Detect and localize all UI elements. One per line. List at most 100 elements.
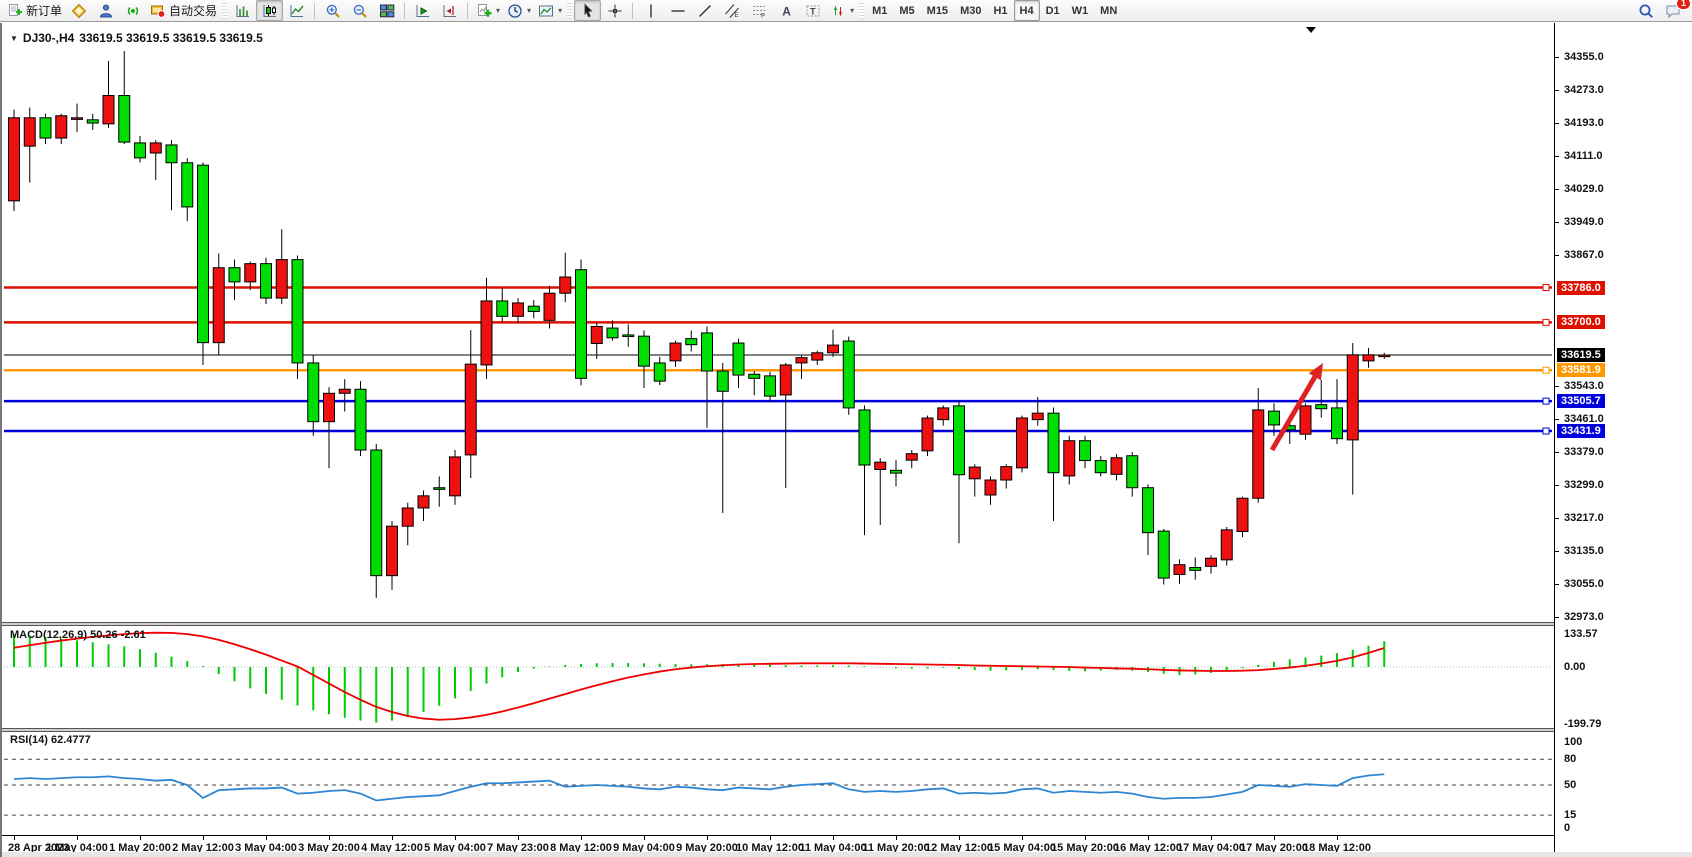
rsi-chart[interactable] bbox=[4, 732, 1554, 835]
timeframe-m30-button[interactable]: M30 bbox=[960, 4, 982, 17]
fibonacci-button[interactable]: F bbox=[745, 0, 772, 21]
macd-axis-label: 133.57 bbox=[1564, 628, 1598, 640]
time-tick bbox=[266, 836, 267, 840]
tile-windows-button[interactable] bbox=[373, 0, 400, 21]
timeframe-m5-button[interactable]: M5 bbox=[899, 4, 915, 17]
price-tick bbox=[1555, 419, 1559, 421]
candle-body bbox=[622, 334, 635, 338]
toolbar-right-group: 1 bbox=[1632, 0, 1691, 21]
macd-chart[interactable] bbox=[4, 626, 1554, 728]
search-button[interactable] bbox=[1632, 0, 1659, 21]
vertical-line-button[interactable] bbox=[637, 0, 664, 21]
bar-chart-button[interactable] bbox=[229, 0, 256, 21]
time-tick bbox=[1337, 836, 1338, 840]
text-button[interactable]: A bbox=[772, 0, 799, 21]
candlestick-chart-button[interactable] bbox=[256, 0, 284, 21]
line-chart-button[interactable] bbox=[283, 0, 310, 21]
candle-body bbox=[811, 352, 824, 361]
toolbar-grip[interactable] bbox=[859, 2, 865, 19]
arrow-annotation[interactable] bbox=[1269, 363, 1323, 452]
candle-body bbox=[118, 94, 131, 143]
timeframe-m1-button[interactable]: M1 bbox=[872, 4, 888, 17]
signals-button[interactable] bbox=[119, 0, 146, 21]
dropdown-caret-icon[interactable]: ▾ bbox=[558, 6, 563, 15]
chart-window[interactable]: ▼ DJ30-,H4 33619.5 33619.5 33619.5 33619… bbox=[0, 23, 1692, 857]
horizontal-line-icon bbox=[669, 3, 686, 19]
price-tick bbox=[1555, 122, 1559, 124]
macd-axis-label: -199.79 bbox=[1564, 717, 1602, 730]
cursor-button[interactable] bbox=[574, 0, 602, 21]
rsi-panel[interactable]: RSI(14) 62.4777 bbox=[2, 732, 1554, 835]
time-tick bbox=[959, 836, 960, 840]
timeframe-h4-button[interactable]: H4 bbox=[1013, 0, 1040, 21]
macd-signal-line bbox=[13, 631, 1385, 721]
horizontal-line-button[interactable] bbox=[664, 0, 691, 21]
indicators-button[interactable]: ▾ bbox=[472, 0, 503, 21]
new-order-icon bbox=[6, 3, 23, 19]
candle-body bbox=[1094, 460, 1107, 474]
auto-scroll-button[interactable] bbox=[409, 0, 436, 21]
timeframe-w1-button[interactable]: W1 bbox=[1071, 4, 1089, 17]
candle-body bbox=[8, 117, 20, 202]
price-line-label: 33619.5 bbox=[1557, 348, 1605, 362]
chart-shift-button[interactable] bbox=[436, 0, 463, 21]
arrows-button[interactable]: ▾ bbox=[826, 0, 857, 21]
candle-body bbox=[1346, 354, 1359, 441]
crosshair-button[interactable] bbox=[601, 0, 628, 21]
panel-separator-rsi[interactable] bbox=[2, 728, 1692, 732]
zoom-out-button[interactable] bbox=[346, 0, 373, 21]
candle-body bbox=[984, 479, 997, 496]
time-axis[interactable]: 28 Apr 2023 1 May 04:00 1 May 20:00 2 May 1… bbox=[2, 835, 1692, 857]
community-button[interactable] bbox=[92, 0, 119, 21]
templates-button[interactable]: ▾ bbox=[534, 0, 565, 21]
timeframe-d1-button[interactable]: D1 bbox=[1045, 4, 1060, 17]
dropdown-caret-icon[interactable]: ▾ bbox=[496, 6, 501, 15]
candlestick-chart[interactable] bbox=[4, 23, 1554, 622]
price-line-label: 33700.0 bbox=[1557, 315, 1605, 330]
hline-anchor[interactable] bbox=[1542, 397, 1550, 405]
price-tick-label: 34273.0 bbox=[1564, 84, 1604, 97]
chart-shift-marker[interactable] bbox=[1306, 27, 1316, 33]
candle-body bbox=[275, 259, 288, 299]
candle-body bbox=[197, 164, 209, 344]
timeframe-mn-button[interactable]: MN bbox=[1100, 4, 1118, 17]
equidistant-channel-button[interactable]: E bbox=[718, 0, 745, 21]
hline-anchor[interactable] bbox=[1542, 284, 1550, 292]
hline-anchor[interactable] bbox=[1542, 427, 1550, 435]
macd-panel[interactable]: MACD(12,26,9) 50.26 -2.61 bbox=[2, 626, 1554, 728]
dropdown-caret-icon[interactable]: ▾ bbox=[527, 6, 532, 15]
macd-label: MACD(12,26,9) 50.26 -2.61 bbox=[10, 629, 146, 641]
time-tick bbox=[581, 836, 582, 840]
rsi-line bbox=[13, 773, 1385, 802]
autotrading-button[interactable]: 自动交易 bbox=[146, 0, 220, 21]
symbol-dropdown-icon[interactable]: ▼ bbox=[10, 33, 18, 43]
time-tick-label: 16 May 12:00 bbox=[1114, 842, 1182, 854]
candles bbox=[8, 50, 1391, 598]
chat-button[interactable]: 1 bbox=[1659, 0, 1691, 21]
toolbar-grip[interactable] bbox=[222, 2, 228, 19]
hline-anchor[interactable] bbox=[1542, 366, 1550, 374]
time-tick-label: 9 May 20:00 bbox=[676, 842, 738, 854]
dropdown-caret-icon[interactable]: ▾ bbox=[850, 6, 855, 15]
hline-anchor[interactable] bbox=[1542, 318, 1550, 326]
candle-body bbox=[165, 144, 178, 164]
timeframe-m15-button[interactable]: M15 bbox=[926, 4, 949, 17]
main-chart-panel[interactable]: ▼ DJ30-,H4 33619.5 33619.5 33619.5 33619… bbox=[2, 23, 1554, 622]
periods-button[interactable]: ▾ bbox=[503, 0, 534, 21]
horizontal-line-objects[interactable] bbox=[4, 284, 1552, 435]
trendline-button[interactable] bbox=[691, 0, 718, 21]
time-tick-label: 18 May 12:00 bbox=[1303, 842, 1371, 854]
text-label-button[interactable]: T bbox=[799, 0, 826, 21]
timeframe-h1-button[interactable]: H1 bbox=[993, 4, 1008, 17]
new-order-button[interactable]: 新订单 bbox=[3, 0, 65, 21]
metaeditor-button[interactable] bbox=[65, 0, 92, 21]
toolbar-grip[interactable] bbox=[567, 2, 573, 19]
time-tick-label: 7 May 23:00 bbox=[487, 842, 549, 854]
candle-body bbox=[228, 267, 241, 283]
zoom-in-button[interactable] bbox=[319, 0, 346, 21]
price-line-label: 33581.9 bbox=[1557, 363, 1605, 378]
panel-separator-macd[interactable] bbox=[2, 622, 1692, 626]
svg-text:E: E bbox=[734, 13, 738, 19]
price-axis[interactable]: 34355.0 34273.0 34193.0 34111.0 34029.0 33949… bbox=[1554, 23, 1692, 857]
time-tick bbox=[1148, 836, 1149, 840]
